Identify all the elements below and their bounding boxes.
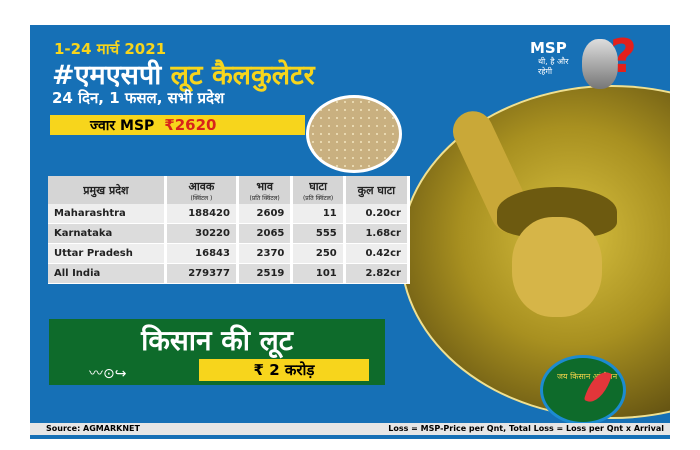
farmer-protest-photo xyxy=(400,85,670,419)
badge-msp: MSP xyxy=(530,39,567,57)
table-cell: All India xyxy=(48,263,167,284)
header-label: कुल घाटा xyxy=(357,183,396,197)
header-unit: (क्विंटल ) xyxy=(190,194,213,202)
farmer-loot-box: किसान की लूट 〰⊙↪ ₹ 2 करोड़ xyxy=(49,319,385,385)
msp-label: ज्वार MSP xyxy=(90,118,155,134)
column-header: भाव (प्रति क्विंटल) xyxy=(237,176,294,204)
header-label: भाव xyxy=(256,179,274,193)
table-cell: 2.82cr xyxy=(344,263,411,284)
msp-badge-logo: MSP थी, है और रहेगी ? xyxy=(530,29,650,95)
table-row: Karnataka 30220 2065 555 1.68cr xyxy=(48,223,411,244)
jowar-grain-image xyxy=(306,95,402,173)
loss-table: प्रमुख प्रदेश आवक (क्विंटल ) भाव (प्रति क्वि… xyxy=(48,176,411,284)
header-label: आवक xyxy=(188,179,215,193)
headline-part2: लूट कैलकुलेटर xyxy=(170,60,315,91)
table-cell: Uttar Pradesh xyxy=(48,243,167,264)
table-cell: 16843 xyxy=(165,243,239,264)
table-row: Maharashtra 188420 2609 11 0.20cr xyxy=(48,204,411,224)
table-cell: Maharashtra xyxy=(48,204,167,224)
table-cell: 2370 xyxy=(237,243,294,264)
table-cell: 2519 xyxy=(237,263,294,284)
table-cell: 2065 xyxy=(237,223,294,244)
table-cell: 101 xyxy=(291,263,346,284)
column-header: प्रमुख प्रदेश xyxy=(48,176,167,204)
table-row: All India 279377 2519 101 2.82cr xyxy=(48,263,411,284)
rupee-hook-icon: 〰⊙↪ xyxy=(89,366,127,382)
logo-text: जय किसान आंदोलन xyxy=(557,372,618,381)
table-cell: 188420 xyxy=(165,204,239,224)
msp-value: ₹2620 xyxy=(164,116,217,134)
header-unit: (प्रति क्विंटल) xyxy=(249,194,280,202)
headline: #एमएसपी लूट कैलकुलेटर xyxy=(52,55,315,92)
infographic: 1-24 मार्च 2021 #एमएसपी लूट कैलकुलेटर 24… xyxy=(30,25,670,439)
table-row: Uttar Pradesh 16843 2370 250 0.42cr xyxy=(48,243,411,264)
source-text: Source: AGMARKNET xyxy=(46,424,140,433)
formula-text: Loss = MSP-Price per Qnt, Total Loss = L… xyxy=(388,424,664,433)
table-cell: 0.20cr xyxy=(344,204,411,224)
jai-kisan-andolan-logo: जय किसान आंदोलन xyxy=(540,355,626,425)
loot-amount: ₹ 2 करोड़ xyxy=(199,359,369,381)
subtitle: 24 दिन, 1 फसल, सभी प्रदेश xyxy=(52,89,225,107)
column-header: आवक (क्विंटल ) xyxy=(165,176,239,204)
table-cell: 250 xyxy=(291,243,346,264)
table-cell: 11 xyxy=(291,204,346,224)
headline-part1: #एमएसपी xyxy=(52,60,171,91)
header-unit: (प्रति क्विंटल) xyxy=(302,194,334,202)
loot-heading: किसान की लूट xyxy=(141,324,293,357)
msp-banner: ज्वार MSP ₹2620 xyxy=(50,115,305,135)
question-mark-icon: ? xyxy=(610,29,637,83)
table-cell: 279377 xyxy=(165,263,239,284)
table-cell: Karnataka xyxy=(48,223,167,244)
badge-tagline: थी, है और रहेगी xyxy=(538,57,569,76)
table-cell: 2609 xyxy=(237,204,294,224)
date-range: 1-24 मार्च 2021 xyxy=(54,40,167,58)
table-cell: 30220 xyxy=(165,223,239,244)
table-cell: 555 xyxy=(291,223,346,244)
header-label: घाटा xyxy=(309,179,327,193)
portrait-image xyxy=(582,39,618,89)
footer-bar: Source: AGMARKNET Loss = MSP-Price per Q… xyxy=(30,423,670,435)
header-label: प्रमुख प्रदेश xyxy=(83,183,129,197)
table-cell: 1.68cr xyxy=(344,223,411,244)
column-header: घाटा (प्रति क्विंटल) xyxy=(291,176,346,204)
table-cell: 0.42cr xyxy=(344,243,411,264)
column-header: कुल घाटा xyxy=(344,176,411,204)
